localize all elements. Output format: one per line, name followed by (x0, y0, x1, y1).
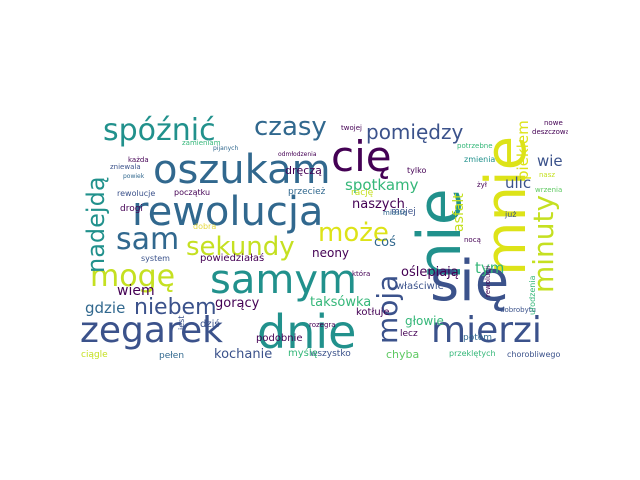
word-sie: się (430, 249, 510, 314)
word-cie: cię (331, 132, 392, 181)
word-sam: sam (116, 222, 180, 257)
word-wie: wie (537, 152, 563, 170)
word-kochanie: kochanie (214, 347, 273, 362)
word-mojej: mojej (391, 207, 416, 217)
word-rewolucja: rewolucja (132, 189, 324, 235)
word-gdzie: gdzie (85, 299, 126, 317)
word-potem: potem (463, 333, 493, 343)
word-powiek: powiek (123, 173, 145, 180)
word-dzis: dziś (200, 319, 220, 330)
word-spotkamy: spotkamy (345, 176, 419, 194)
word-sekundy: sekundy (186, 232, 295, 262)
word-zegarek: zegarek (80, 310, 223, 351)
word-moge: mogę (90, 259, 176, 294)
word-samym: samym (210, 257, 357, 303)
word-zniewala: zniewala (110, 163, 141, 171)
word-przeciez: przecież (288, 187, 326, 197)
word-ciagle: ciągle (81, 350, 108, 360)
word-przekletych: przeklętych (449, 349, 496, 358)
word-zyl: żył (477, 181, 487, 189)
word-wlasciwie: właściwie (396, 281, 444, 292)
word-dnie: dnie (257, 305, 357, 359)
word-ulic: ulic (505, 174, 532, 192)
word-moze: może (318, 218, 389, 248)
word-zamieniam: zamieniam (182, 139, 221, 147)
word-dobrobytu: dobrobytu (500, 306, 536, 314)
word-asfalt: asfalt (451, 193, 467, 232)
word-tylko: tylko (407, 166, 427, 175)
word-chyba: chyba (386, 348, 420, 361)
word-drogi: drogi (120, 204, 143, 214)
word-taksowka: taksówka (310, 295, 372, 310)
word-jest: jest (177, 315, 186, 330)
word-kazda: każda (128, 156, 149, 164)
word-nowe: nowe (544, 119, 563, 127)
word-rozegra: rozegra (309, 321, 336, 329)
word-rewolucje: rewolucje (117, 189, 156, 198)
word-oslepiaja: oślepiają (401, 265, 459, 280)
word-ktora: która (352, 270, 371, 278)
word-tym: tym (475, 259, 505, 277)
word-cos: coś (374, 235, 396, 250)
word-niebem: niebem (134, 295, 217, 320)
word-dreczace: dręczą (285, 164, 322, 177)
word-potrzebne: potrzebne (457, 142, 493, 150)
word-zmienia: zmienia (464, 155, 496, 164)
word-deszczowa: deszczową (532, 128, 568, 136)
word-pieklem: piekłem (514, 120, 532, 180)
word-lecz: lecz (400, 329, 418, 339)
word-pomiedzy: pomiędzy (366, 120, 464, 144)
word-kotluje: kotłuje (356, 307, 390, 318)
word-goracy: gorący (215, 296, 260, 311)
word-podobnie: podobnie (256, 333, 303, 344)
word-twojej: twojej (341, 124, 362, 132)
word-miasto: miasto (383, 209, 407, 217)
word-chorobliwego: chorobliwego (507, 350, 561, 359)
word-pelen: pełen (159, 351, 185, 361)
word-dobra: dobra (193, 222, 217, 231)
word-poczatku: początku (174, 188, 211, 197)
word-juz: już (505, 210, 517, 219)
word-nadejda: nadejdą (82, 176, 110, 273)
word-neony: neony (312, 246, 350, 260)
word-mierzi: mierzi (431, 310, 542, 351)
word-mysle: myślę (288, 348, 318, 359)
word-powiedzialas: powiedziałaś (200, 253, 265, 264)
word-system: system (141, 254, 170, 263)
word-rewolucji: rewolucji (484, 265, 492, 297)
word-urodzenia: urodzenia (528, 275, 537, 315)
word-wszystko: wszystko (310, 349, 351, 359)
word-glowie: głowie (405, 314, 444, 328)
word-naszych: naszych (352, 197, 405, 212)
word-noca: nocą (464, 236, 481, 244)
word-wrzenia: wrzenia (535, 186, 563, 194)
word-czasy: czasy (254, 112, 327, 142)
word-wiem: wiem (117, 283, 155, 299)
word-spoznic: spóźnić (103, 113, 216, 148)
word-nasz: nasz (539, 171, 556, 179)
word-pijanych: pijanych (213, 145, 239, 152)
word-oszukam: oszukam (153, 147, 331, 193)
word-odmlodzenia: odmłodzenia (278, 151, 317, 158)
word-racje: rację (351, 188, 374, 198)
word-cloud: spóźnić czasy pomiędzy oszukam cię rewol… (80, 110, 568, 364)
